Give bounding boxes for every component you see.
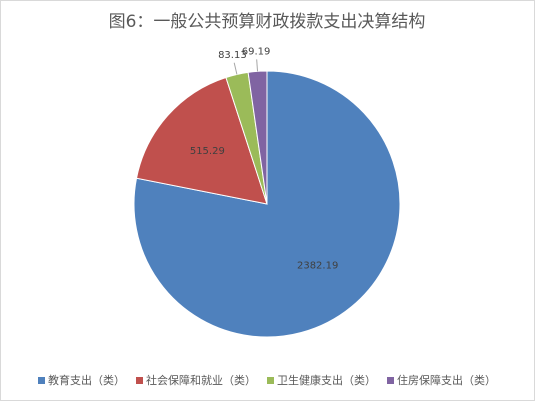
legend-label: 教育支出（类）	[48, 373, 125, 387]
legend-swatch	[136, 377, 143, 384]
legend-label: 住房保障支出（类）	[397, 373, 496, 387]
leader-line	[256, 59, 259, 72]
legend-swatch	[387, 377, 394, 384]
pie-slice	[247, 70, 268, 205]
legend-label: 卫生健康支出（类）	[277, 373, 376, 387]
value-label: 69.19	[242, 46, 271, 57]
value-label: 83.13	[218, 50, 247, 61]
chart-title: 图6：一般公共预算财政拨款支出决算结构	[109, 12, 426, 32]
leader-line	[233, 62, 238, 75]
legend-swatch	[38, 377, 45, 384]
value-label: 515.29	[190, 146, 225, 157]
pie-slice	[135, 76, 268, 205]
legend-swatch	[267, 377, 274, 384]
legend-label: 社会保障和就业（类）	[146, 373, 256, 387]
value-label: 2382.19	[297, 261, 338, 272]
